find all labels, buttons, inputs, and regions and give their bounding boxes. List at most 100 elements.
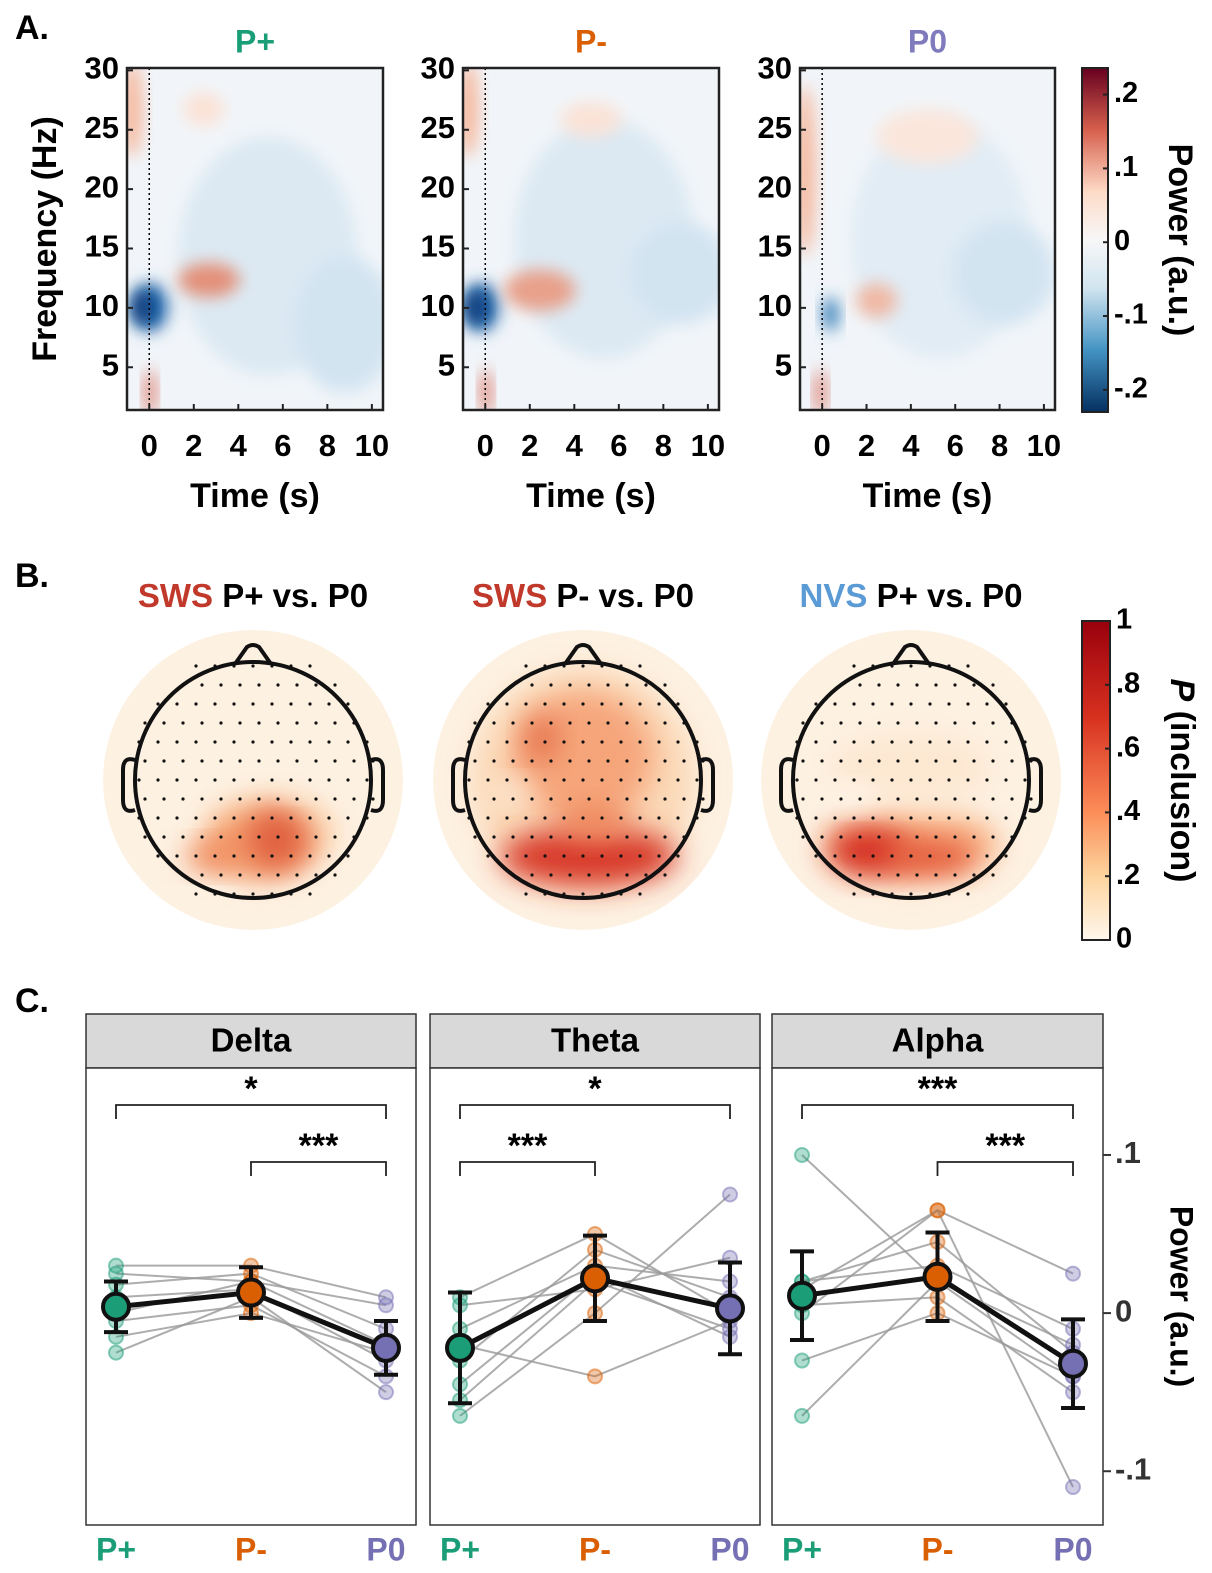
electrode [549, 683, 553, 687]
topo-map [433, 630, 733, 930]
topo-blob [185, 842, 238, 871]
electrode [915, 721, 919, 725]
electrode [175, 702, 179, 706]
electrode [657, 702, 661, 706]
electrode [238, 835, 242, 839]
electrode [638, 778, 642, 782]
electrode [820, 759, 824, 763]
significance-bracket [801, 1104, 1074, 1119]
electrode [314, 797, 318, 801]
subject-point [452, 1407, 468, 1424]
electrode [587, 683, 591, 687]
electrode [143, 759, 147, 763]
electrode [581, 854, 585, 858]
electrode [492, 721, 496, 725]
electrode [1029, 797, 1033, 801]
heatmap-blob [144, 368, 156, 410]
electrode [991, 873, 995, 877]
y-tick-label: 20 [421, 169, 455, 204]
electrode [365, 778, 369, 782]
electrode [985, 740, 989, 744]
electrode [162, 835, 166, 839]
electrode [568, 721, 572, 725]
heatmap-blob [560, 102, 622, 137]
electrode [543, 740, 547, 744]
electrode [181, 835, 185, 839]
electrode [505, 816, 509, 820]
electrode [251, 740, 255, 744]
topo-map [103, 630, 403, 930]
y-tick-label: -.1 [1115, 1451, 1151, 1486]
electrode [219, 721, 223, 725]
electrode [1004, 854, 1008, 858]
electrode [606, 873, 610, 877]
y-tick-label: 20 [85, 169, 119, 204]
electrode [966, 854, 970, 858]
electrode [600, 778, 604, 782]
electrode [562, 778, 566, 782]
significance-label: *** [508, 1127, 548, 1165]
electrode [492, 835, 496, 839]
x-tick-label: P+ [440, 1531, 480, 1567]
head [133, 660, 373, 900]
electrode [270, 778, 274, 782]
x-tick-label: P- [922, 1531, 954, 1567]
chart-title: NVS P+ vs. P0 [800, 577, 1023, 614]
electrode [581, 740, 585, 744]
ear [451, 757, 466, 813]
electrode [934, 721, 938, 725]
electrode [162, 797, 166, 801]
electrode [638, 816, 642, 820]
electrode [194, 892, 198, 896]
electrode [314, 759, 318, 763]
electrode [877, 835, 881, 839]
electrode [562, 740, 566, 744]
plot-frame [461, 66, 721, 412]
electrode [200, 873, 204, 877]
electrode [333, 721, 337, 725]
electrode [947, 854, 951, 858]
x-tick-label: 2 [185, 428, 202, 463]
electrode [308, 892, 312, 896]
electrode [606, 721, 610, 725]
electrode [877, 759, 881, 763]
x-tick-label: P0 [710, 1531, 749, 1567]
electrode [991, 683, 995, 687]
electrode [194, 740, 198, 744]
x-tick-label: 4 [902, 428, 920, 463]
electrode [219, 797, 223, 801]
significance-label: * [244, 1070, 258, 1108]
electrode [587, 873, 591, 877]
electrode [143, 721, 147, 725]
electrode [524, 702, 528, 706]
heatmap-blob [876, 109, 979, 164]
electrode [524, 664, 528, 668]
electrode [276, 873, 280, 877]
chart-title: SWS P+ vs. P0 [138, 577, 368, 614]
electrode [877, 873, 881, 877]
x-axis-label: Time (s) [526, 477, 656, 515]
electrode [814, 778, 818, 782]
electrode [314, 721, 318, 725]
head [463, 660, 703, 900]
electrode [966, 892, 970, 896]
heatmap-blob [127, 68, 143, 157]
electrode [947, 816, 951, 820]
electrode [644, 721, 648, 725]
electrode [890, 854, 894, 858]
electrode [663, 835, 667, 839]
electrode [352, 797, 356, 801]
electrode [928, 854, 932, 858]
electrode [852, 854, 856, 858]
nose [563, 643, 603, 666]
electrode [175, 816, 179, 820]
electrode [213, 702, 217, 706]
electrode [308, 854, 312, 858]
topo-blob [524, 715, 560, 763]
electrode [676, 702, 680, 706]
electrode [543, 854, 547, 858]
electrode [619, 702, 623, 706]
electrode [915, 835, 919, 839]
electrode [909, 778, 913, 782]
electrode [156, 816, 160, 820]
